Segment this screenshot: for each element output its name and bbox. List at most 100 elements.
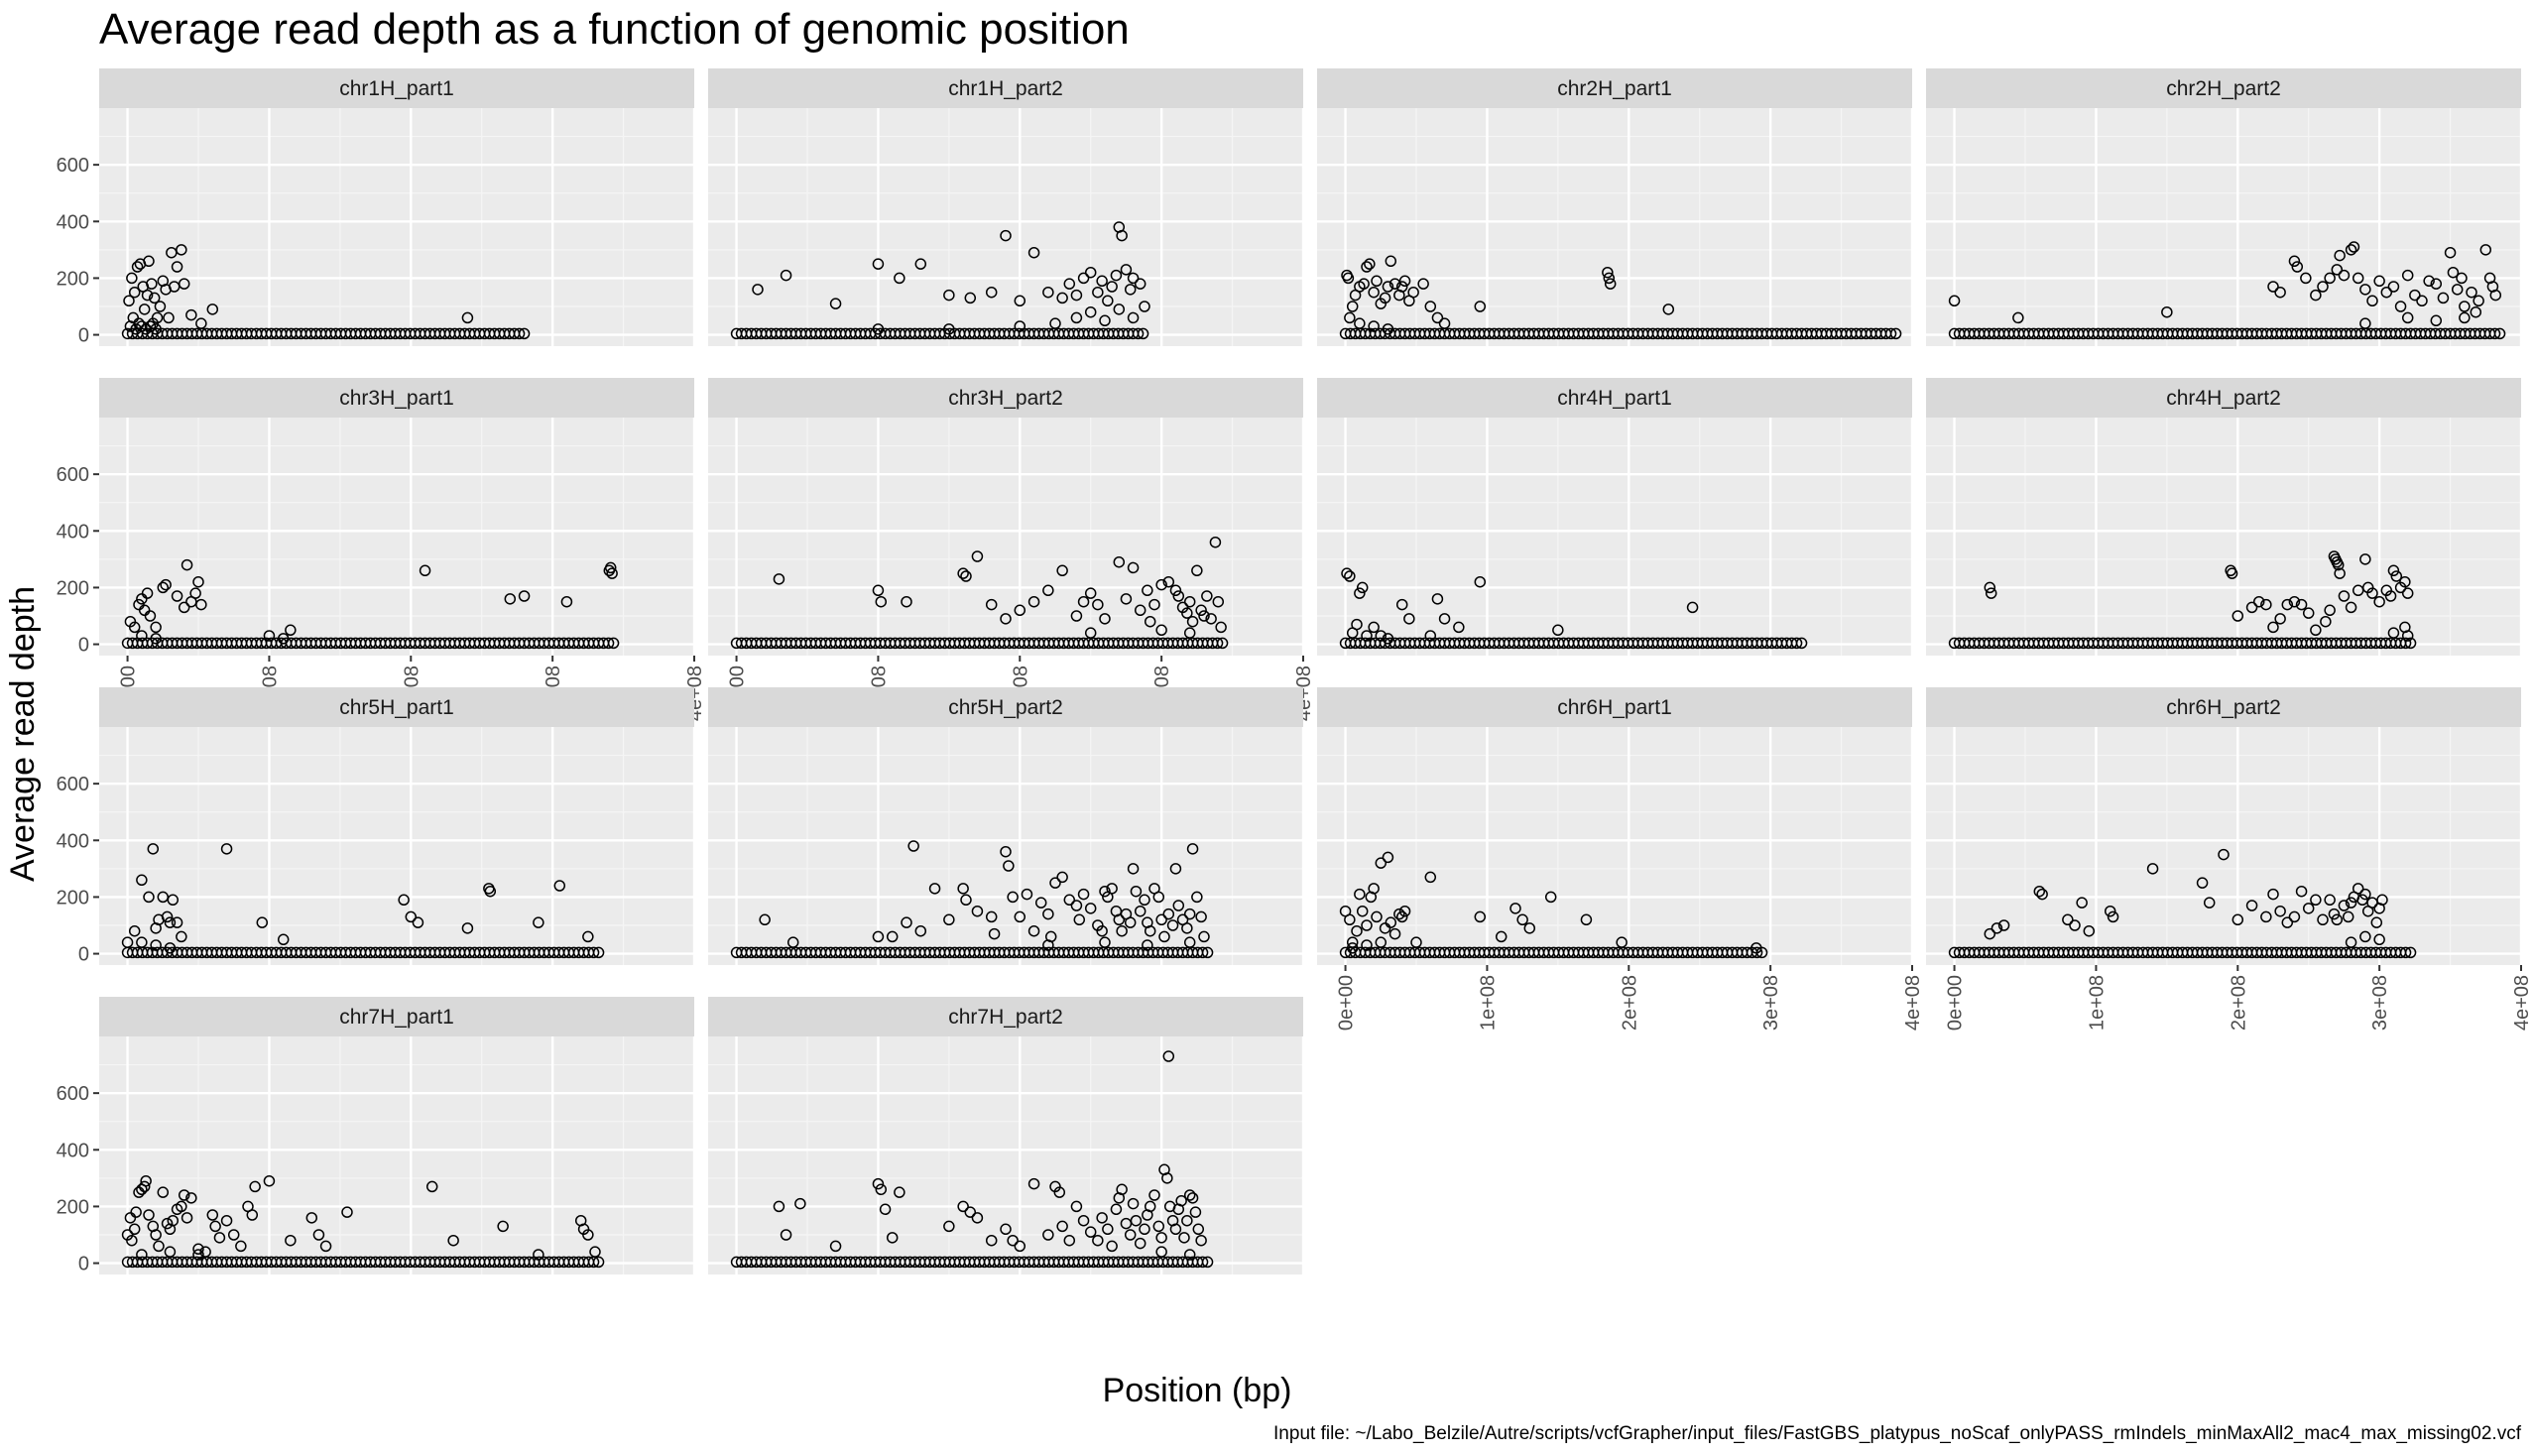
data-point: [128, 621, 141, 634]
data-point: [560, 595, 573, 608]
y-tick-label: 0: [78, 635, 89, 657]
data-points: [730, 840, 1214, 959]
data-point: [447, 1234, 459, 1247]
data-point: [1884, 327, 1897, 340]
data-point: [1000, 613, 1012, 625]
facet-strip: [708, 68, 1303, 108]
data-point: [277, 633, 290, 645]
data-point: [2404, 637, 2417, 650]
data-point: [2401, 311, 2414, 324]
data-point: [167, 894, 180, 907]
data-point: [2373, 275, 2385, 288]
data-point: [1116, 1183, 1128, 1196]
data-point: [1106, 281, 1118, 293]
data-point: [1014, 295, 1026, 307]
data-point: [195, 317, 207, 329]
facet-strip-label: chr4H_part2: [2166, 387, 2281, 410]
data-point: [2345, 936, 2357, 948]
data-point: [1750, 942, 1762, 954]
data-point: [2331, 264, 2344, 276]
y-tick-label: 200: [57, 268, 89, 290]
data-point: [1356, 581, 1369, 594]
data-point: [2348, 241, 2360, 253]
facet-strip: [1317, 68, 1912, 108]
data-point: [1795, 637, 1808, 650]
data-point: [1000, 1223, 1012, 1236]
data-point: [405, 910, 418, 923]
x-tick-label: 0e+00: [1336, 975, 1358, 1031]
data-point: [985, 1234, 998, 1247]
data-point: [1198, 930, 1210, 943]
data-point: [133, 598, 145, 611]
data-point: [553, 880, 566, 892]
data-point: [176, 244, 187, 256]
data-point: [1084, 627, 1097, 639]
data-point: [2104, 905, 2116, 917]
facet-strip: [1926, 687, 2521, 727]
data-point: [235, 1240, 247, 1253]
data-point: [2338, 900, 2351, 911]
data-point: [1027, 246, 1040, 259]
data-point: [2447, 266, 2460, 279]
data-point: [1084, 1226, 1097, 1238]
data-point: [1474, 910, 1487, 923]
data-point: [602, 637, 615, 650]
data-point: [176, 1200, 187, 1213]
data-point: [312, 1229, 325, 1241]
gridlines: [1317, 108, 1914, 346]
data-point: [128, 924, 141, 937]
data-point: [2473, 295, 2484, 307]
data-points: [1948, 848, 2417, 959]
data-point: [2493, 327, 2506, 340]
data-point: [1063, 1234, 1076, 1247]
data-point: [794, 1197, 806, 1210]
data-point: [150, 633, 162, 645]
data-point: [285, 1234, 297, 1247]
data-point: [1431, 311, 1444, 324]
data-point: [136, 874, 148, 887]
data-point: [1523, 922, 1536, 934]
data-point: [146, 278, 158, 290]
data-point: [2062, 913, 2074, 926]
gridlines: [708, 108, 1305, 346]
data-point: [2281, 598, 2294, 611]
data-point: [1183, 595, 1196, 608]
data-point: [141, 289, 154, 302]
data-point: [1134, 278, 1146, 290]
data-point: [780, 269, 792, 282]
facet-panel-background: [708, 1036, 1303, 1274]
data-point: [985, 286, 998, 299]
data-point: [513, 327, 526, 340]
data-points: [121, 1174, 605, 1269]
data-point: [1142, 584, 1153, 597]
x-tick-label: 0e+00: [1945, 975, 1967, 1031]
data-point: [2288, 255, 2301, 268]
data-point: [1127, 561, 1140, 574]
data-point: [1162, 908, 1175, 920]
data-points: [1339, 567, 1808, 650]
facet-strip: [99, 687, 694, 727]
data-point: [150, 621, 162, 634]
data-point: [1371, 910, 1383, 923]
data-point: [1453, 621, 1465, 634]
data-point: [140, 1174, 152, 1187]
data-point: [960, 894, 972, 907]
facet-strip-label: chr4H_part1: [1557, 387, 1672, 410]
data-point: [1431, 593, 1444, 605]
data-point: [1070, 311, 1083, 324]
data-point: [1181, 922, 1193, 934]
data-point: [1375, 857, 1388, 869]
facet-strip: [708, 997, 1303, 1036]
data-point: [2359, 888, 2371, 901]
data-point: [2470, 305, 2482, 318]
data-point: [2310, 894, 2322, 907]
data-point: [163, 311, 175, 324]
facet-strip: [1317, 687, 1912, 727]
data-point: [2416, 295, 2428, 307]
data-point: [192, 575, 204, 588]
data-point: [1120, 264, 1133, 276]
data-point: [1438, 613, 1451, 625]
data-point: [2267, 281, 2279, 293]
data-point: [1063, 278, 1076, 290]
data-point: [2317, 913, 2329, 926]
